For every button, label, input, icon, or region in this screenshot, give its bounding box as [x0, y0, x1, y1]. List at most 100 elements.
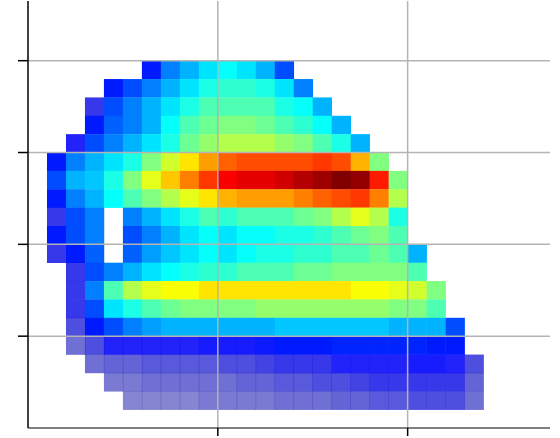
- heat-cell: [256, 61, 275, 80]
- heat-cell: [389, 336, 408, 355]
- heat-cell: [218, 208, 237, 227]
- heat-cell: [199, 299, 218, 318]
- heat-cell: [351, 189, 370, 208]
- heat-cell: [427, 336, 446, 355]
- heat-cell: [66, 171, 85, 190]
- heat-cell: [237, 318, 256, 337]
- heat-cell: [237, 373, 256, 392]
- heat-cell: [389, 373, 408, 392]
- heat-cell: [104, 116, 123, 135]
- heat-cell: [237, 189, 256, 208]
- heat-cell: [351, 244, 370, 263]
- heat-cell: [332, 355, 351, 374]
- heat-cell: [85, 153, 104, 172]
- heat-cell: [123, 281, 142, 300]
- heat-cell: [370, 281, 389, 300]
- heat-cell: [161, 208, 180, 227]
- heat-cell: [123, 336, 142, 355]
- y-tick: [18, 60, 28, 62]
- heat-cell: [275, 226, 294, 245]
- heat-cell: [294, 189, 313, 208]
- heat-cell: [294, 336, 313, 355]
- y-tick: [18, 244, 28, 246]
- heat-cell: [237, 153, 256, 172]
- heat-cell: [47, 153, 66, 172]
- heat-cell: [123, 263, 142, 282]
- heat-cell: [180, 61, 199, 80]
- heat-cell: [313, 263, 332, 282]
- heat-cell: [294, 79, 313, 98]
- heat-cell: [408, 281, 427, 300]
- heat-cell: [218, 189, 237, 208]
- heat-cell: [408, 318, 427, 337]
- heat-cell: [408, 373, 427, 392]
- grid-line-x: [407, 1, 409, 428]
- heat-cell: [389, 318, 408, 337]
- heat-cell: [218, 373, 237, 392]
- heat-cell: [256, 208, 275, 227]
- heat-cell: [199, 391, 218, 410]
- heat-cell: [104, 97, 123, 116]
- heat-cell: [294, 171, 313, 190]
- heat-cell: [47, 226, 66, 245]
- heat-cell: [313, 153, 332, 172]
- heat-cell: [66, 336, 85, 355]
- heat-cell: [256, 153, 275, 172]
- heat-cell: [313, 97, 332, 116]
- heat-cell: [47, 244, 66, 263]
- heat-cell: [332, 263, 351, 282]
- heat-cell: [313, 171, 332, 190]
- heat-cell: [161, 391, 180, 410]
- heat-cell: [332, 244, 351, 263]
- heat-cell: [218, 336, 237, 355]
- heat-cell: [180, 263, 199, 282]
- heat-cell: [66, 226, 85, 245]
- grid: [28, 1, 550, 428]
- heat-cell: [256, 299, 275, 318]
- heat-cell: [123, 134, 142, 153]
- heat-cell: [142, 355, 161, 374]
- heat-cell: [313, 116, 332, 135]
- heat-cell: [199, 355, 218, 374]
- heat-cell: [85, 263, 104, 282]
- heat-cell: [180, 299, 199, 318]
- heat-cell: [370, 226, 389, 245]
- heat-cell: [142, 79, 161, 98]
- heat-cell: [332, 116, 351, 135]
- heat-cell: [275, 134, 294, 153]
- grid-line-y: [28, 244, 550, 246]
- heat-cell: [237, 355, 256, 374]
- heat-cell: [313, 391, 332, 410]
- heat-cell: [237, 244, 256, 263]
- heat-cell: [161, 299, 180, 318]
- heat-cell: [218, 171, 237, 190]
- heat-cell: [275, 244, 294, 263]
- heat-cell: [408, 391, 427, 410]
- heat-cell: [237, 208, 256, 227]
- heat-cell: [332, 391, 351, 410]
- heat-cell: [104, 189, 123, 208]
- heat-cell: [313, 226, 332, 245]
- heat-cell: [332, 189, 351, 208]
- heat-cell: [256, 244, 275, 263]
- heat-cell: [275, 299, 294, 318]
- heat-cell: [180, 318, 199, 337]
- heat-cell: [199, 61, 218, 80]
- heat-cell: [123, 189, 142, 208]
- heat-cell: [199, 263, 218, 282]
- heat-cell: [85, 134, 104, 153]
- heat-cell: [180, 134, 199, 153]
- heat-cell: [275, 97, 294, 116]
- heat-cell: [180, 244, 199, 263]
- heat-cell: [256, 336, 275, 355]
- heat-cell: [275, 116, 294, 135]
- heat-cell: [332, 171, 351, 190]
- heat-cell: [85, 355, 104, 374]
- heat-cell: [161, 373, 180, 392]
- heat-cell: [408, 244, 427, 263]
- heat-cell: [199, 318, 218, 337]
- heat-cell: [47, 208, 66, 227]
- heat-cell: [237, 116, 256, 135]
- heat-cell: [161, 318, 180, 337]
- heat-cell: [275, 171, 294, 190]
